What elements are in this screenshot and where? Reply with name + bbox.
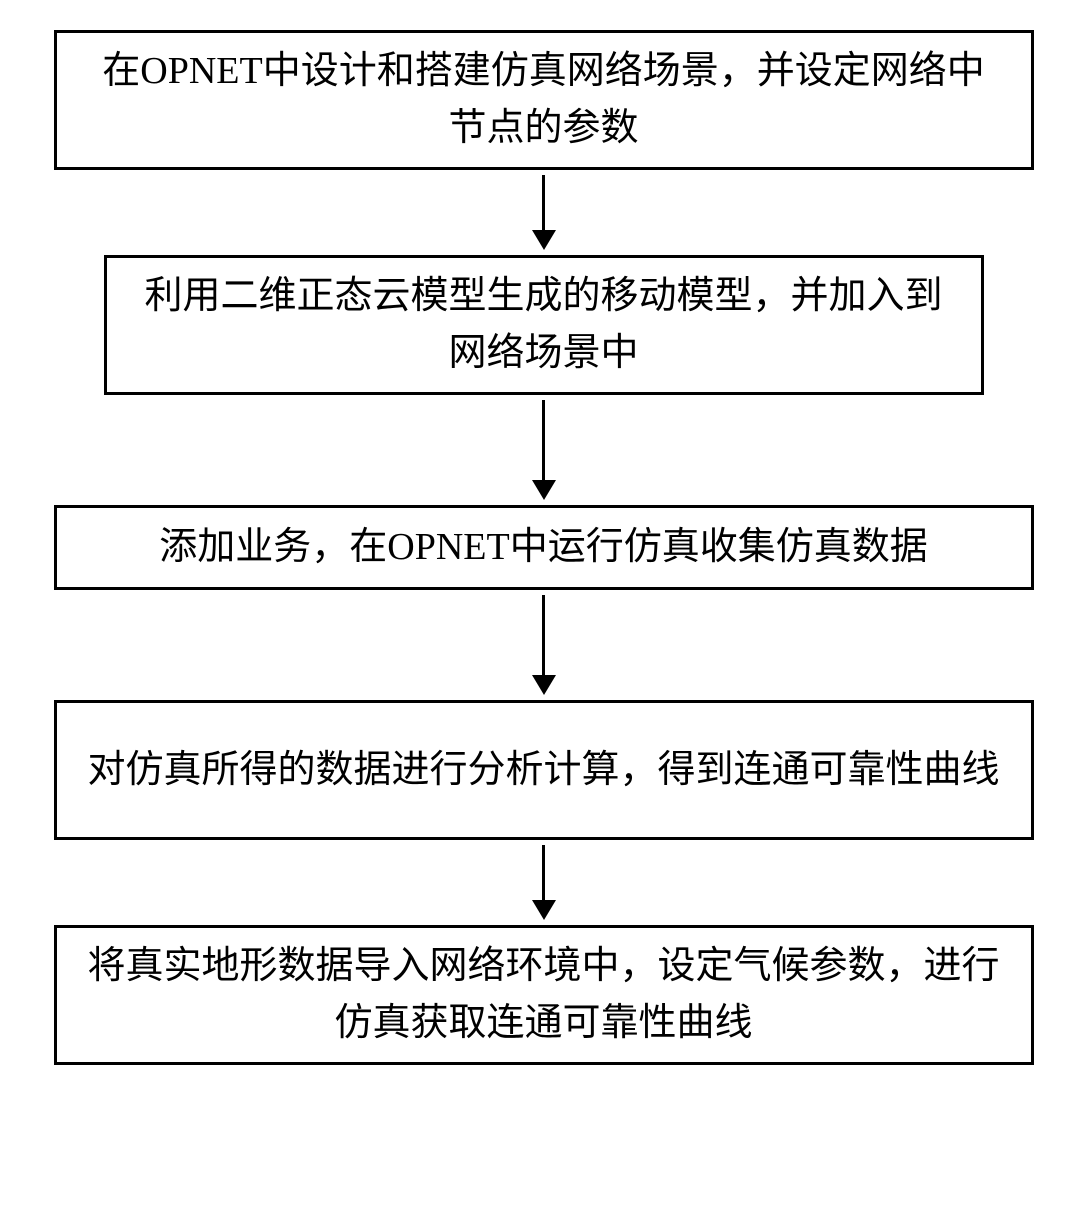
flowchart-arrow-4 — [532, 845, 556, 920]
step-text: 将真实地形数据导入网络环境中，设定气候参数，进行仿真获取连通可靠性曲线 — [87, 938, 1001, 1052]
step-text: 在OPNET中设计和搭建仿真网络场景，并设定网络中节点的参数 — [87, 43, 1001, 157]
flowchart-arrow-2 — [532, 400, 556, 500]
flowchart-step-5: 将真实地形数据导入网络环境中，设定气候参数，进行仿真获取连通可靠性曲线 — [54, 925, 1034, 1065]
arrow-head-icon — [532, 675, 556, 695]
arrow-line — [542, 595, 545, 675]
arrow-head-icon — [532, 480, 556, 500]
arrow-line — [542, 400, 545, 480]
step-text: 利用二维正态云模型生成的移动模型，并加入到网络场景中 — [137, 268, 951, 382]
flowchart-container: 在OPNET中设计和搭建仿真网络场景，并设定网络中节点的参数 利用二维正态云模型… — [50, 30, 1037, 1065]
arrow-line — [542, 845, 545, 900]
flowchart-arrow-1 — [532, 175, 556, 250]
flowchart-arrow-3 — [532, 595, 556, 695]
flowchart-step-1: 在OPNET中设计和搭建仿真网络场景，并设定网络中节点的参数 — [54, 30, 1034, 170]
arrow-head-icon — [532, 900, 556, 920]
arrow-line — [542, 175, 545, 230]
flowchart-step-2: 利用二维正态云模型生成的移动模型，并加入到网络场景中 — [104, 255, 984, 395]
flowchart-step-4: 对仿真所得的数据进行分析计算，得到连通可靠性曲线 — [54, 700, 1034, 840]
flowchart-step-3: 添加业务，在OPNET中运行仿真收集仿真数据 — [54, 505, 1034, 590]
step-text: 添加业务，在OPNET中运行仿真收集仿真数据 — [159, 519, 927, 576]
step-text: 对仿真所得的数据进行分析计算，得到连通可靠性曲线 — [87, 742, 999, 799]
arrow-head-icon — [532, 230, 556, 250]
